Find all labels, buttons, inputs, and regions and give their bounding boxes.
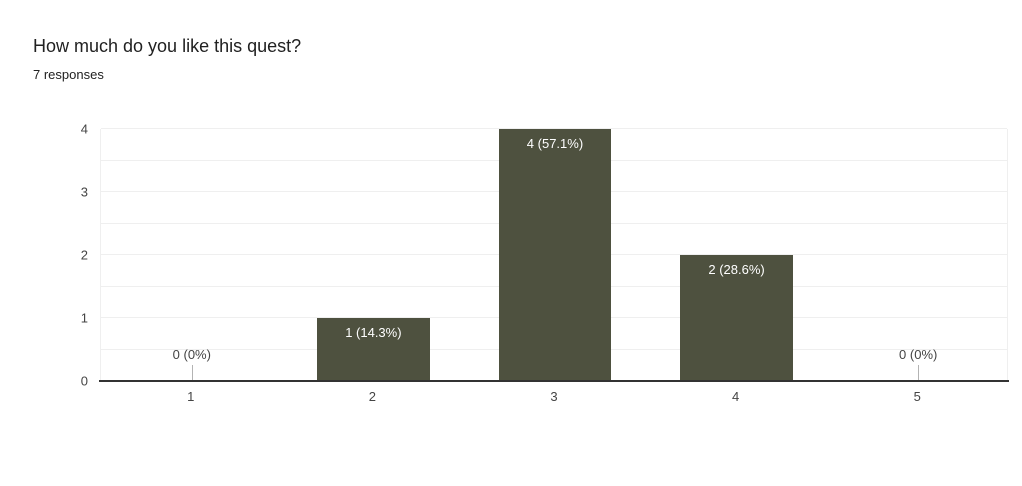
y-axis: 0 1 2 3 4 bbox=[0, 123, 88, 388]
zero-bar-tick bbox=[918, 365, 920, 381]
x-axis-tick-label: 5 bbox=[913, 389, 921, 404]
bar-value-label: 4 (57.1%) bbox=[526, 136, 584, 151]
y-axis-tick-label: 1 bbox=[80, 310, 88, 326]
y-axis-tick-label: 0 bbox=[80, 373, 88, 389]
x-axis-tick-label: 4 bbox=[731, 389, 740, 404]
response-count: 7 responses bbox=[33, 67, 104, 82]
bar-value-label: 2 (28.6%) bbox=[708, 262, 765, 277]
bar-value-label: 1 (14.3%) bbox=[345, 325, 402, 340]
question-title: How much do you like this quest? bbox=[33, 36, 302, 56]
x-axis: 1 2 3 4 5 bbox=[100, 389, 1008, 409]
y-axis-tick-label: 2 bbox=[80, 247, 88, 263]
y-axis-tick-label: 3 bbox=[80, 184, 88, 200]
plot-area: 0 (0%) 1 (14.3%) 4 (57.1%) 2 (28.6%) 0 (0%) bbox=[100, 128, 1008, 381]
zero-bar-tick bbox=[191, 365, 193, 381]
x-axis-tick-label: 3 bbox=[550, 389, 558, 404]
bar-value-label: 0 (0%) bbox=[899, 347, 938, 362]
bar-value-label: 0 (0%) bbox=[172, 347, 211, 362]
x-axis-tick-label: 2 bbox=[368, 389, 377, 404]
x-axis-tick-label: 1 bbox=[187, 389, 195, 404]
x-axis-baseline bbox=[99, 380, 1009, 382]
gridline bbox=[101, 128, 1007, 129]
y-axis-tick-label: 4 bbox=[80, 121, 88, 137]
bar-category-4[interactable]: 2 (28.6%) bbox=[680, 255, 793, 381]
bar-category-3[interactable]: 4 (57.1%) bbox=[498, 129, 612, 381]
bar-category-2[interactable]: 1 (14.3%) bbox=[317, 318, 430, 381]
